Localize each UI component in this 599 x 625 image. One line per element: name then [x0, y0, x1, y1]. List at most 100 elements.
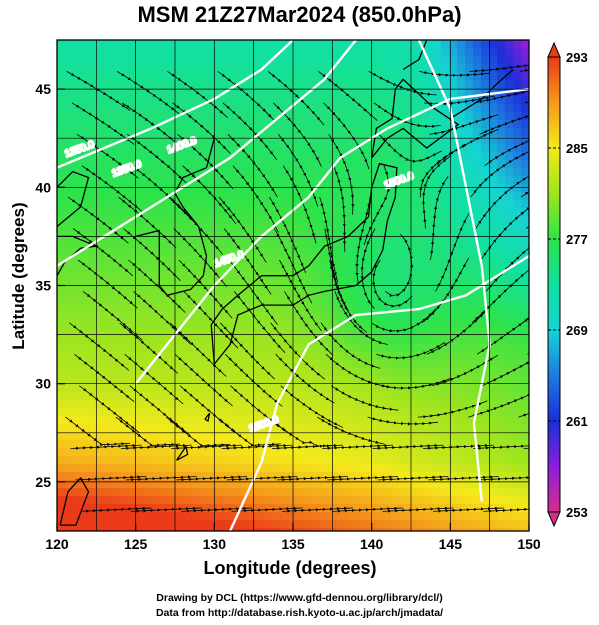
field-cell: [249, 48, 258, 57]
field-cell: [513, 200, 522, 209]
field-cell: [81, 392, 90, 401]
field-cell: [81, 128, 90, 137]
field-cell: [257, 144, 266, 153]
field-cell: [177, 40, 186, 49]
field-cell: [449, 56, 458, 65]
field-cell: [385, 352, 394, 361]
field-cell: [433, 248, 442, 257]
field-cell: [209, 520, 218, 529]
field-cell: [73, 432, 82, 441]
field-cell: [465, 40, 474, 49]
field-cell: [137, 312, 146, 321]
field-cell: [481, 144, 490, 153]
field-cell: [185, 160, 194, 169]
field-cell: [65, 120, 74, 129]
field-cell: [481, 72, 490, 81]
field-cell: [233, 296, 242, 305]
field-cell: [521, 368, 529, 377]
field-cell: [65, 152, 74, 161]
field-cell: [113, 528, 122, 531]
field-cell: [473, 504, 482, 513]
field-cell: [65, 344, 74, 353]
field-cell: [169, 528, 178, 531]
field-cell: [193, 72, 202, 81]
field-cell: [305, 80, 314, 89]
field-cell: [145, 80, 154, 89]
field-cell: [281, 280, 290, 289]
field-cell: [401, 256, 410, 265]
field-cell: [337, 456, 346, 465]
field-cell: [97, 160, 106, 169]
field-cell: [137, 488, 146, 497]
field-cell: [201, 384, 210, 393]
field-cell: [401, 184, 410, 193]
field-cell: [209, 128, 218, 137]
field-cell: [313, 240, 322, 249]
field-cell: [409, 184, 418, 193]
field-cell: [305, 112, 314, 121]
field-cell: [497, 456, 506, 465]
field-cell: [73, 256, 82, 265]
field-cell: [329, 224, 338, 233]
field-cell: [305, 56, 314, 65]
field-cell: [153, 408, 162, 417]
field-cell: [257, 40, 266, 49]
field-cell: [273, 176, 282, 185]
field-cell: [337, 272, 346, 281]
field-cell: [65, 48, 74, 57]
field-cell: [201, 344, 210, 353]
field-cell: [297, 336, 306, 345]
field-cell: [513, 504, 522, 513]
field-cell: [225, 312, 234, 321]
field-cell: [281, 96, 290, 105]
field-cell: [281, 176, 290, 185]
field-cell: [129, 296, 138, 305]
streamline: [66, 71, 131, 111]
field-cell: [201, 528, 210, 531]
field-cell: [297, 320, 306, 329]
field-cell: [521, 200, 529, 209]
field-cell: [193, 264, 202, 273]
field-cell: [313, 392, 322, 401]
field-cell: [169, 496, 178, 505]
field-cell: [457, 504, 466, 513]
field-cell: [321, 256, 330, 265]
field-cell: [441, 352, 450, 361]
field-cell: [97, 480, 106, 489]
field-cell: [97, 456, 106, 465]
field-cell: [337, 176, 346, 185]
field-cell: [457, 448, 466, 457]
field-cell: [201, 512, 210, 521]
field-cell: [185, 456, 194, 465]
field-cell: [473, 192, 482, 201]
field-cell: [249, 344, 258, 353]
field-cell: [345, 120, 354, 129]
field-cell: [457, 360, 466, 369]
field-cell: [369, 96, 378, 105]
field-cell: [481, 192, 490, 201]
field-cell: [457, 184, 466, 193]
field-cell: [265, 472, 274, 481]
field-cell: [337, 104, 346, 113]
field-cell: [105, 504, 114, 513]
field-cell: [113, 392, 122, 401]
field-cell: [65, 216, 74, 225]
field-cell: [505, 136, 514, 145]
field-cell: [201, 72, 210, 81]
field-cell: [449, 456, 458, 465]
field-cell: [145, 520, 154, 529]
field-cell: [345, 80, 354, 89]
field-cell: [129, 304, 138, 313]
field-cell: [305, 96, 314, 105]
field-cell: [489, 80, 498, 89]
field-cell: [401, 456, 410, 465]
field-cell: [441, 328, 450, 337]
field-cell: [121, 64, 130, 73]
field-cell: [513, 168, 522, 177]
field-cell: [313, 184, 322, 193]
field-cell: [177, 488, 186, 497]
field-cell: [497, 304, 506, 313]
field-cell: [81, 520, 90, 529]
field-cell: [409, 392, 418, 401]
field-cell: [57, 176, 66, 185]
